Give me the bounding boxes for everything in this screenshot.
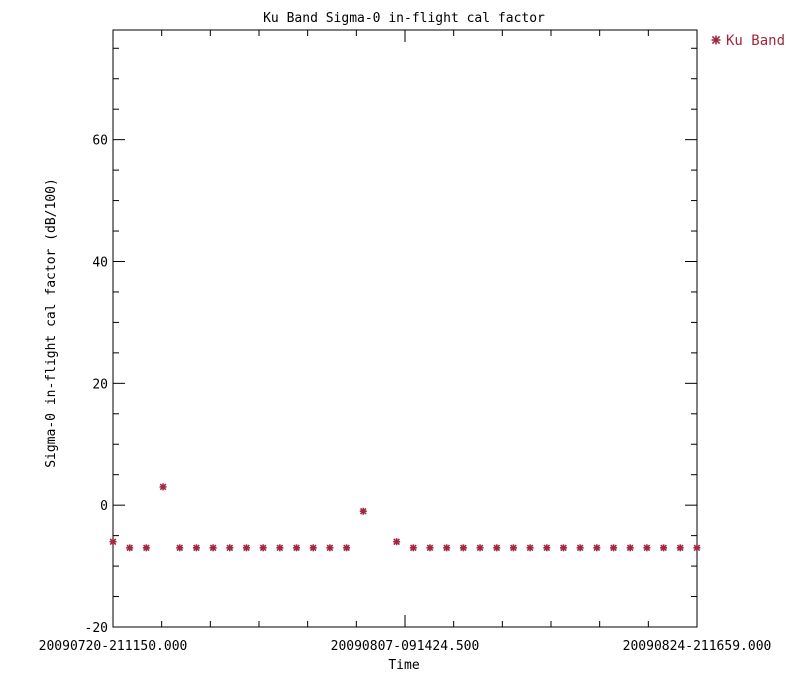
data-point	[259, 544, 267, 552]
y-tick-label: 20	[92, 377, 108, 392]
data-point	[176, 544, 184, 552]
data-point	[109, 538, 117, 546]
data-point	[343, 544, 351, 552]
data-point	[509, 544, 517, 552]
y-tick-label: 40	[92, 255, 108, 270]
legend-asterisk	[711, 35, 721, 45]
y-tick-label: 0	[100, 499, 108, 514]
data-point	[276, 544, 284, 552]
data-point	[576, 544, 584, 552]
y-tick-label: -20	[85, 621, 108, 636]
y-axis-label: Sigma-0 in-flight cal factor (dB/100)	[44, 178, 59, 468]
data-point	[476, 544, 484, 552]
data-point	[209, 544, 217, 552]
legend-label: Ku Band	[726, 33, 785, 49]
data-point	[326, 544, 334, 552]
data-point	[159, 483, 167, 491]
plot-frame	[112, 29, 698, 628]
data-point	[443, 544, 451, 552]
data-point	[459, 544, 467, 552]
data-point	[242, 544, 250, 552]
data-point	[610, 544, 618, 552]
data-point	[426, 544, 434, 552]
data-point	[192, 544, 200, 552]
data-point	[676, 544, 684, 552]
data-point	[593, 544, 601, 552]
legend: Ku Band	[711, 33, 785, 49]
x-tick-label: 20090824-211659.000	[623, 639, 772, 654]
data-point	[559, 544, 567, 552]
data-point	[626, 544, 634, 552]
axes: -20 0 20 40 60 20090720-211150.000 20090807-09…	[39, 29, 772, 654]
data-point	[660, 544, 668, 552]
data-point	[142, 544, 150, 552]
data-point	[693, 544, 701, 552]
x-axis-label: Time	[388, 658, 419, 673]
data-points	[109, 483, 701, 552]
data-point	[543, 544, 551, 552]
legend-asterisk-icon	[711, 35, 721, 45]
data-point	[309, 544, 317, 552]
x-tick-label: 20090720-211150.000	[39, 639, 188, 654]
data-point	[393, 538, 401, 546]
data-point	[493, 544, 501, 552]
data-point	[643, 544, 651, 552]
chart-title: Ku Band Sigma-0 in-flight cal factor	[263, 11, 545, 26]
data-point	[226, 544, 234, 552]
x-tick-label: 20090807-091424.500	[331, 639, 480, 654]
data-point	[126, 544, 134, 552]
y-tick-label: 60	[92, 134, 108, 149]
data-point	[409, 544, 417, 552]
data-point	[293, 544, 301, 552]
data-point	[359, 507, 367, 515]
data-point	[526, 544, 534, 552]
